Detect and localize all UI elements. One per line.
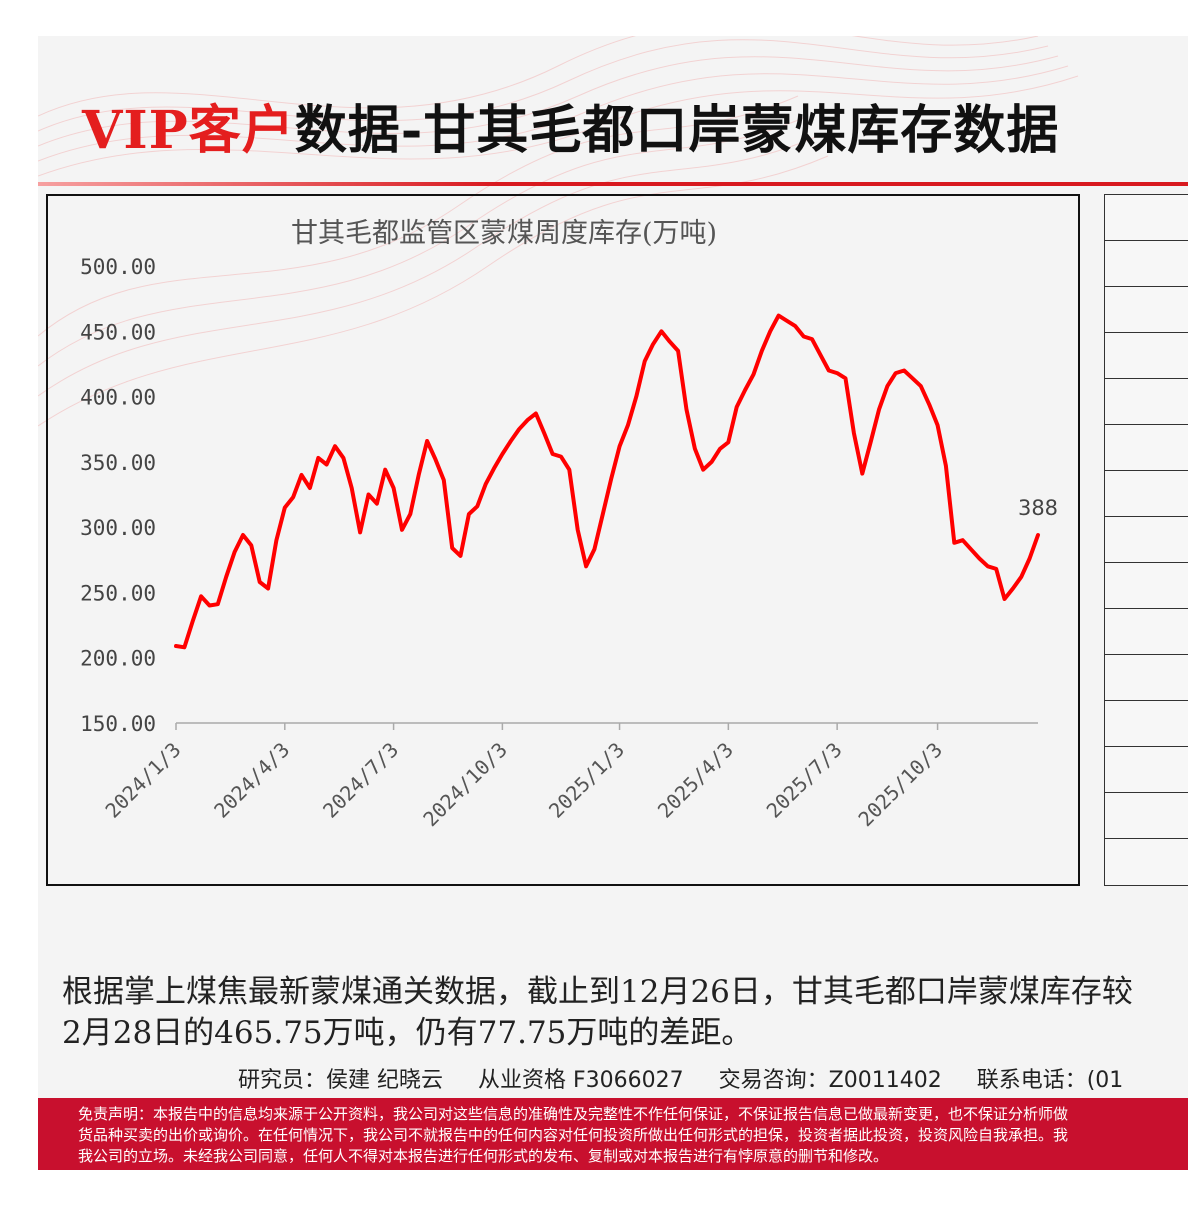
inventory-series-line (174, 313, 1040, 650)
table-row (1105, 517, 1188, 563)
x-tick-label: 2025/7/3 (762, 738, 847, 823)
table-row (1105, 793, 1188, 839)
x-tick-label: 2024/1/3 (100, 738, 185, 823)
x-tick-label: 2025/10/3 (854, 738, 948, 832)
x-tick-label: 2024/10/3 (418, 738, 512, 832)
last-value-label: 388 (1018, 496, 1058, 520)
disclaimer-banner: 免责声明：本报告中的信息均来源于公开资料，我公司对这些信息的准确性及完整性不作任… (38, 1098, 1188, 1170)
title-vip-part: VIP客户 (82, 100, 295, 161)
x-tick-label: 2024/4/3 (209, 738, 294, 823)
consult-text: 交易咨询：Z0011402 (718, 1068, 942, 1093)
phone-text: 联系电话：(01 (976, 1068, 1124, 1093)
page-title: VIP客户数据-甘其毛都口岸蒙煤库存数据 (82, 88, 1059, 163)
y-tick-label: 500.00 (80, 255, 156, 279)
disclaimer-line-3: 我公司的立场。未经我公司同意，任何人不得对本报告进行任何形式的发布、复制或对本报… (78, 1147, 889, 1165)
y-tick-label: 150.00 (80, 712, 156, 736)
chart-panel: 甘其毛都监管区蒙煤周度库存(万吨) 150.00 200.00 250.00 300.0… (46, 194, 1080, 886)
table-row (1105, 747, 1188, 793)
table-row (1105, 609, 1188, 655)
y-tick-label: 300.00 (80, 516, 156, 540)
title-main-part: 数据-甘其毛都口岸蒙煤库存数据 (294, 100, 1060, 161)
table-row (1105, 195, 1188, 241)
disclaimer-line-1: 免责声明：本报告中的信息均来源于公开资料，我公司对这些信息的准确性及完整性不作任… (78, 1105, 1069, 1123)
y-tick-label: 350.00 (80, 451, 156, 475)
table-row (1105, 241, 1188, 287)
table-row (1105, 333, 1188, 379)
table-row (1105, 287, 1188, 333)
x-tick-label: 2025/4/3 (653, 738, 738, 823)
y-tick-label: 250.00 (80, 581, 156, 605)
summary-text: 根据掌上煤焦最新蒙煤通关数据，截止到12月26日，甘其毛都口岸蒙煤库存较 2月2… (62, 972, 1188, 1054)
summary-line-2: 2月28日的465.75万吨，仍有77.75万吨的差距。 (62, 1015, 753, 1051)
table-row (1105, 379, 1188, 425)
title-divider (38, 182, 1188, 186)
credits-line: 研究员：侯建 纪晓云 从业资格 F3066027 交易咨询：Z0011402 联… (238, 1062, 1151, 1094)
table-row (1105, 425, 1188, 471)
researchers-text: 研究员：侯建 纪晓云 (238, 1068, 443, 1093)
x-tick-label: 2024/7/3 (318, 738, 403, 823)
table-row (1105, 563, 1188, 609)
table-row (1105, 655, 1188, 701)
x-tick-label: 2025/1/3 (544, 738, 629, 823)
disclaimer-line-2: 货品种买卖的出价或询价。在任何情况下，我公司不就报告中的任何内容对任何投资所做出… (78, 1126, 1069, 1144)
line-chart: 甘其毛都监管区蒙煤周度库存(万吨) 150.00 200.00 250.00 300.0… (80, 218, 1058, 832)
y-tick-label: 400.00 (80, 386, 156, 410)
y-tick-label: 200.00 (80, 647, 156, 671)
summary-line-1: 根据掌上煤焦最新蒙煤通关数据，截止到12月26日，甘其毛都口岸蒙煤库存较 (62, 974, 1133, 1010)
side-table-panel (1104, 194, 1188, 886)
y-tick-label: 450.00 (80, 320, 156, 344)
chart-title: 甘其毛都监管区蒙煤周度库存(万吨) (291, 218, 717, 249)
table-row (1105, 471, 1188, 517)
background-wave-decoration (38, 36, 1079, 427)
table-row (1105, 701, 1188, 747)
report-slide: VIP客户数据-甘其毛都口岸蒙煤库存数据 甘其毛都监管区蒙煤周度库存(万吨) 15… (38, 36, 1188, 1170)
license-text: 从业资格 F3066027 (478, 1068, 684, 1093)
